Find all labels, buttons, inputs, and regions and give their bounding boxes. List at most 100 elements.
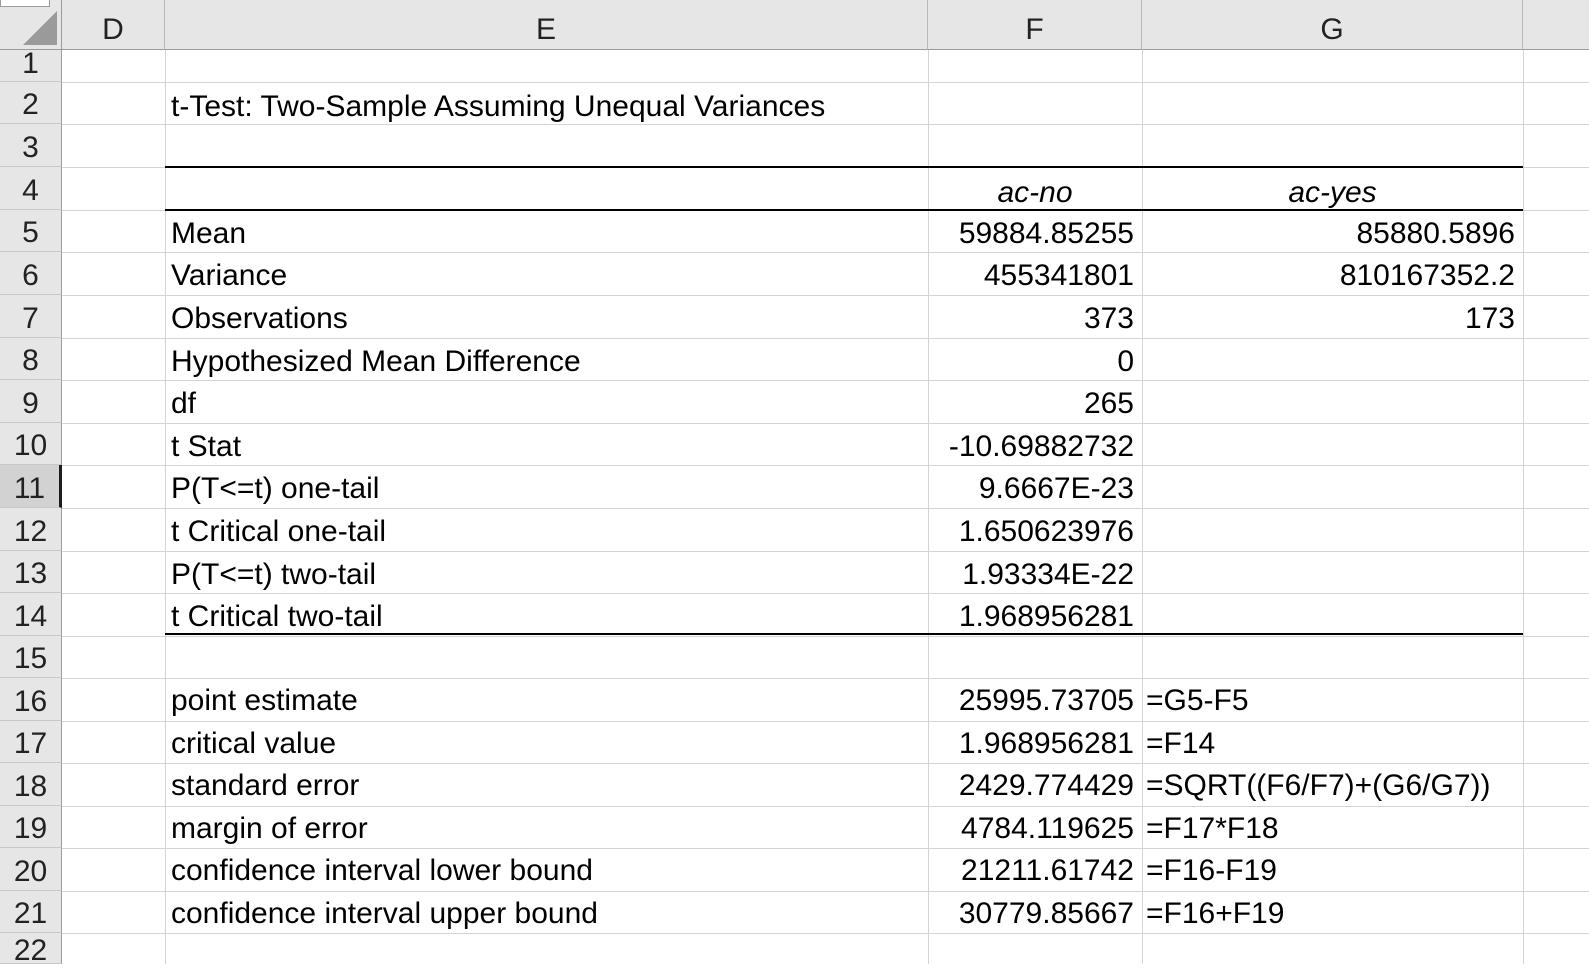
cell-label[interactable]: t Stat [171,430,242,463]
row-header-8[interactable]: 8 [0,338,62,380]
column-gridline [1523,50,1524,964]
row-gridline [62,551,1589,552]
row-header-19[interactable]: 19 [0,806,62,848]
cell-value-f[interactable]: 21211.61742 [961,854,1134,887]
cell-value-f[interactable]: 2429.774429 [958,769,1134,802]
cell-e2-title[interactable]: t-Test: Two-Sample Assuming Unequal Vari… [171,90,826,123]
cell-label[interactable]: standard error [171,769,360,802]
cell-value-f[interactable]: 1.968956281 [958,600,1134,633]
row-header-17[interactable]: 17 [0,721,62,763]
row-header-12[interactable]: 12 [0,508,62,551]
row-header-4[interactable]: 4 [0,167,62,210]
row-header-7[interactable]: 7 [0,295,62,338]
row-gridline [62,891,1589,892]
cell-value-f[interactable]: 25995.73705 [958,684,1134,717]
table-bottom-rule [165,633,1523,635]
cell-g4-header[interactable]: ac-yes [1288,176,1377,209]
row-gridline [62,593,1589,594]
cell-f4-header[interactable]: ac-no [997,176,1073,209]
cell-value-f[interactable]: 30779.85667 [958,897,1134,930]
row-header-20[interactable]: 20 [0,848,62,891]
cell-formula-g[interactable]: =G5-F5 [1146,684,1249,717]
cell-value-f[interactable]: 4784.119625 [961,812,1134,845]
row-header-15[interactable]: 15 [0,636,62,678]
name-box-edge [0,0,50,7]
row-gridline [62,848,1589,849]
column-header-h[interactable] [1523,0,1589,50]
row-gridline [62,763,1589,764]
cell-label[interactable]: critical value [171,727,337,760]
column-header-e[interactable]: E [165,0,928,50]
row-gridline [62,933,1589,934]
row-header-3[interactable]: 3 [0,124,62,167]
row-header-18[interactable]: 18 [0,763,62,806]
row-gridline [62,295,1589,296]
row-header-11[interactable]: 11 [0,465,62,508]
row-gridline [62,806,1589,807]
cell-value-g[interactable]: 810167352.2 [1339,259,1515,292]
cell-label[interactable]: P(T<=t) one-tail [171,472,380,505]
cell-value-f[interactable]: -10.69882732 [948,430,1134,463]
cell-formula-g[interactable]: =F17*F18 [1146,812,1279,845]
cell-label[interactable]: confidence interval lower bound [171,854,593,887]
cell-value-f[interactable]: 0 [1117,345,1134,378]
cell-label[interactable]: margin of error [171,812,368,845]
cell-value-f[interactable]: 9.6667E-23 [978,472,1134,505]
cell-formula-g[interactable]: =SQRT((F6/F7)+(G6/G7)) [1146,769,1491,802]
cell-value-g[interactable]: 85880.5896 [1356,217,1516,250]
cell-formula-g[interactable]: =F16+F19 [1146,897,1285,930]
column-header-g[interactable]: G [1142,0,1523,50]
cell-label[interactable]: Observations [171,302,348,335]
select-all-corner[interactable] [0,0,62,50]
cell-value-f[interactable]: 1.93334E-22 [962,558,1134,591]
row-gridline [62,82,1589,83]
cell-value-f[interactable]: 1.968956281 [958,727,1134,760]
row-header-22[interactable]: 22 [0,933,62,967]
cell-value-g[interactable]: 173 [1464,302,1515,335]
row-header-9[interactable]: 9 [0,380,62,423]
row-header-13[interactable]: 13 [0,551,62,593]
row-gridline [62,636,1589,637]
select-all-triangle-icon [23,11,57,45]
column-gridline [1142,50,1143,964]
row-gridline [62,678,1589,679]
row-header-2[interactable]: 2 [0,82,62,124]
column-gridline [928,50,929,964]
row-header-21[interactable]: 21 [0,891,62,933]
row-gridline [62,465,1589,466]
cell-value-f[interactable]: 265 [1083,387,1134,420]
row-header-10[interactable]: 10 [0,423,62,465]
cell-label[interactable]: Mean [171,217,247,250]
table-top-rule [165,166,1523,168]
cell-value-f[interactable]: 59884.85255 [958,217,1134,250]
row-gridline [62,721,1589,722]
cell-label[interactable]: confidence interval upper bound [171,897,598,930]
row-gridline [62,423,1589,424]
row-header-5[interactable]: 5 [0,210,62,252]
cell-label[interactable]: t Critical one-tail [171,515,387,548]
cell-label[interactable]: df [171,387,197,420]
row-gridline [62,380,1589,381]
column-header-d[interactable]: D [62,0,165,50]
cell-label[interactable]: t Critical two-tail [171,600,383,633]
cell-value-f[interactable]: 373 [1083,302,1134,335]
cell-label[interactable]: P(T<=t) two-tail [171,558,377,591]
row-gridline [62,124,1589,125]
row-header-6[interactable]: 6 [0,252,62,295]
cell-value-f[interactable]: 455341801 [983,259,1134,292]
cell-label[interactable]: Variance [171,259,288,292]
cell-formula-g[interactable]: =F14 [1146,727,1216,760]
row-gridline [62,252,1589,253]
table-header-rule [165,209,1523,211]
row-header-14[interactable]: 14 [0,593,62,636]
cell-label[interactable]: Hypothesized Mean Difference [171,345,581,378]
row-header-16[interactable]: 16 [0,678,62,721]
column-gridline [165,50,166,964]
row-gridline [62,508,1589,509]
cell-label[interactable]: point estimate [171,684,358,717]
row-gridline [62,338,1589,339]
row-header-1[interactable]: 1 [0,49,62,82]
cell-value-f[interactable]: 1.650623976 [958,515,1134,548]
cell-formula-g[interactable]: =F16-F19 [1146,854,1277,887]
column-header-f[interactable]: F [928,0,1142,50]
